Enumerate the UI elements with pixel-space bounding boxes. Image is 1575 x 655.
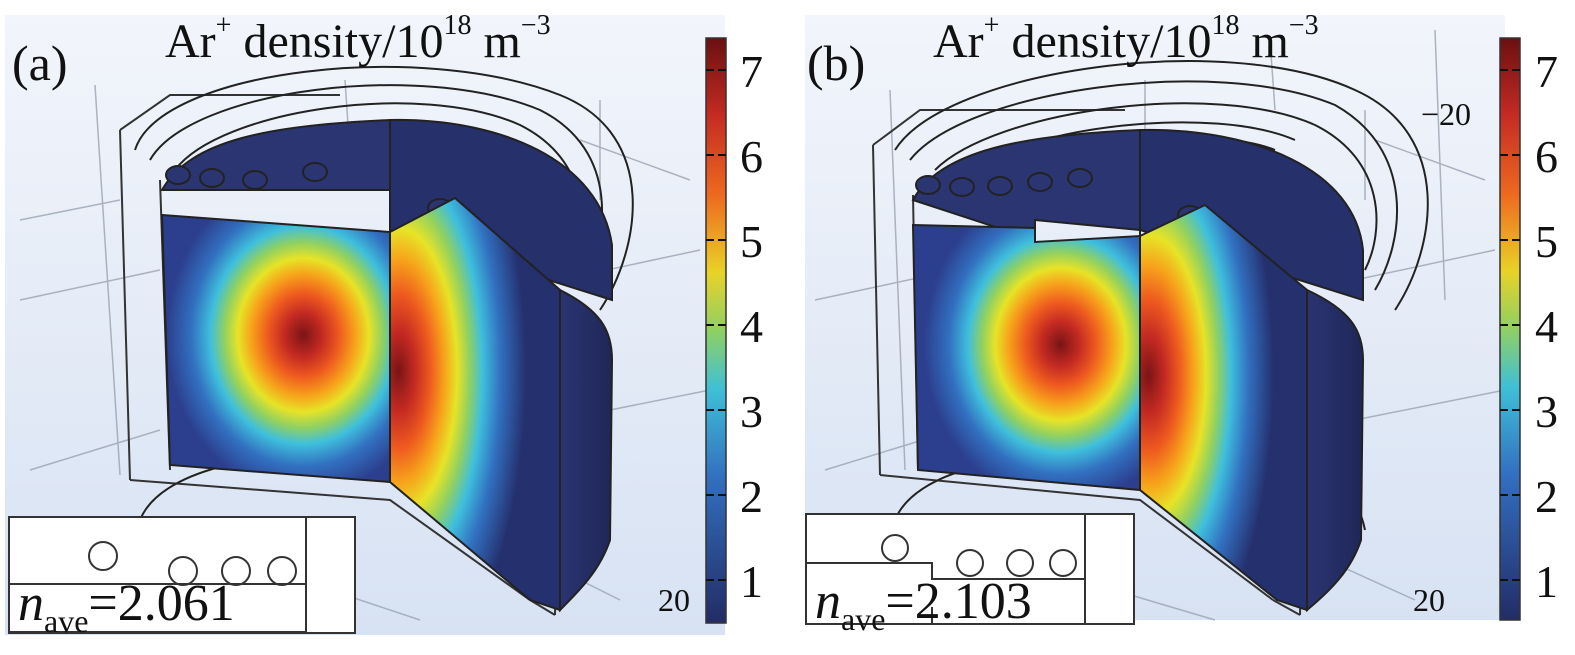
- colorbar-tick-1: 1: [740, 556, 763, 607]
- colorbar-tick-4: 4: [740, 301, 763, 352]
- colorbar-tick-2: 2: [740, 471, 763, 522]
- title-ar-sup: +: [983, 10, 1000, 41]
- axis-label-20: 20: [1413, 582, 1445, 618]
- title-unit-exp: −3: [1288, 10, 1319, 41]
- colorbar-tick-1: 1: [1535, 556, 1558, 607]
- colorbar-tick-2: 2: [1535, 471, 1558, 522]
- panel-b-inset: [805, 513, 1135, 625]
- colorbar-tick-7: 7: [1535, 46, 1558, 97]
- nave-symbol: n: [18, 575, 44, 632]
- title-density: density/10: [231, 15, 444, 68]
- panel-b-label: (b): [807, 35, 866, 91]
- colorbar-tick-5: 5: [1535, 216, 1558, 267]
- axis-label-neg20: −20: [1421, 96, 1472, 132]
- colorbar-tick-4: 4: [1535, 301, 1558, 352]
- inset-coil-schematic: [805, 513, 1135, 625]
- nave-sub: ave: [841, 601, 886, 637]
- title-density: density/10: [999, 15, 1212, 68]
- colorbar-tick-6: 6: [740, 131, 763, 182]
- colorbar-tick-7: 7: [740, 46, 763, 97]
- panel-a-title: Ar+ density/1018 m−3: [165, 10, 551, 69]
- axis-label-20: 20: [658, 582, 690, 618]
- colorbar-tick-3: 3: [740, 386, 763, 437]
- title-ar: Ar: [933, 15, 984, 68]
- panel-a-nave: nave=2.061: [18, 574, 235, 639]
- nave-value: =2.103: [885, 573, 1032, 630]
- panel-b-nave: nave=2.103: [815, 572, 1032, 637]
- nave-symbol: n: [815, 573, 841, 630]
- nave-value: =2.061: [88, 575, 235, 632]
- panel-a-inset: [8, 516, 356, 634]
- title-unit-exp: −3: [520, 10, 551, 41]
- panel-a-label: (a): [12, 35, 68, 91]
- title-unit: m: [1239, 15, 1289, 68]
- title-exp: 18: [443, 10, 472, 41]
- colorbar-tick-6: 6: [1535, 131, 1558, 182]
- title-ar-sup: +: [215, 10, 232, 41]
- panel-a: (a) Ar+ density/1018 m−3 7 6 5 4 3 2 1 2…: [5, 10, 763, 639]
- title-ar: Ar: [165, 15, 216, 68]
- panel-b-title: Ar+ density/1018 m−3: [933, 10, 1319, 69]
- colorbar-tick-5: 5: [740, 216, 763, 267]
- title-unit: m: [471, 15, 521, 68]
- title-exp: 18: [1211, 10, 1240, 41]
- colorbar-tick-3: 3: [1535, 386, 1558, 437]
- inset-coil-schematic: [8, 516, 356, 634]
- nave-sub: ave: [44, 603, 89, 639]
- panel-b: (b) Ar+ density/1018 m−3 7 6 5 4 3 2 1 −…: [795, 0, 1575, 655]
